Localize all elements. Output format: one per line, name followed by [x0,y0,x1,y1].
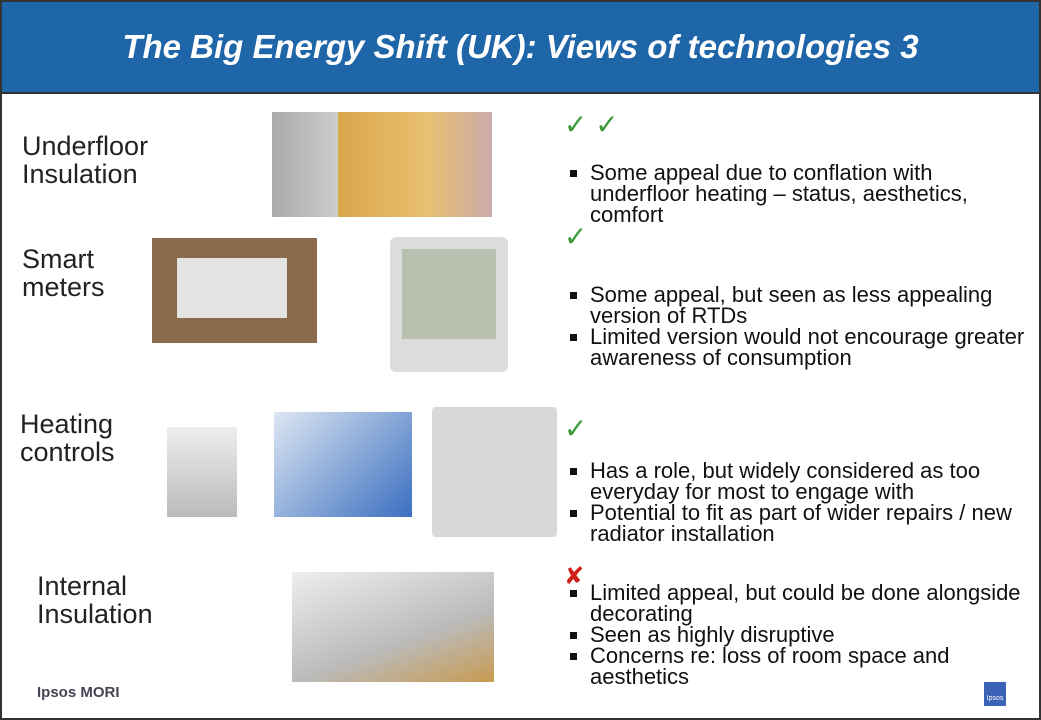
photo [272,112,492,217]
label-line: meters [22,273,105,301]
photo [167,427,237,517]
bullet-list: Has a role, but widely considered as too… [565,460,1035,544]
bullet: Limited appeal, but could be done alongs… [590,582,1035,624]
bullet: Has a role, but widely considered as too… [590,460,1035,502]
bullet: Seen as highly disruptive [590,624,1035,645]
photo [152,238,317,343]
bullet: Potential to fit as part of wider repair… [590,502,1035,544]
bullet: Concerns re: loss of room space and aest… [590,645,1035,687]
label-line: Insulation [22,160,148,188]
rating: ✓ [564,220,587,253]
bullet-list: Some appeal, but seen as less appealing … [565,284,1035,368]
photo [292,572,494,682]
rating: ✓ [564,412,587,445]
label-line: controls [20,438,115,466]
brand: Ipsos MORI [37,684,120,701]
label-line: Smart [22,245,105,273]
photo [390,237,508,372]
bullet: Some appeal due to conflation with under… [590,162,1035,225]
label-line: Heating [20,410,115,438]
label-line: Underfloor [22,132,148,160]
label-line: Insulation [37,600,153,628]
label-line: Internal [37,572,153,600]
bullet: Some appeal, but seen as less appealing … [590,284,1035,326]
bullet-list: Limited appeal, but could be done alongs… [565,582,1035,687]
bullet-list: Some appeal due to conflation with under… [565,162,1035,225]
photo [274,412,412,517]
photo [432,407,557,537]
title: The Big Energy Shift (UK): Views of tech… [2,2,1039,94]
rating: ✓ ✓ [564,108,619,141]
bullet: Limited version would not encourage grea… [590,326,1035,368]
slide: The Big Energy Shift (UK): Views of tech… [0,0,1041,720]
